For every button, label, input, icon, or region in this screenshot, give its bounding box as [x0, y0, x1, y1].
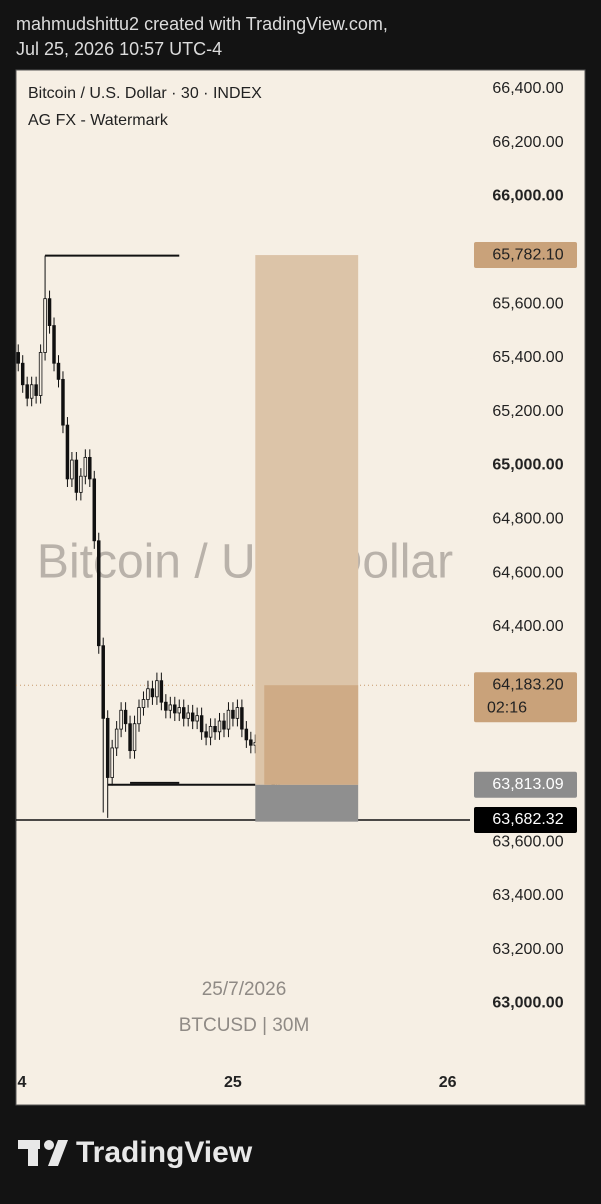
- candle-body: [141, 699, 146, 708]
- candle-body: [213, 726, 217, 733]
- candle-body: [43, 298, 47, 353]
- candle-body: [25, 384, 29, 399]
- candle-body: [105, 717, 110, 778]
- candle-body: [47, 298, 52, 326]
- candle-body: [110, 747, 114, 778]
- x-tick-label: 25: [224, 1074, 242, 1091]
- candle-body: [29, 384, 34, 399]
- brand-logo: [18, 1140, 68, 1166]
- y-tick-label: 63,000.00: [492, 995, 563, 1012]
- y-tick-label: 63,600.00: [492, 833, 563, 850]
- hline-label-box: [474, 806, 577, 833]
- brand-name: TradingView: [76, 1136, 253, 1169]
- candle-body: [70, 459, 74, 480]
- candle-body: [88, 456, 92, 480]
- stop-zone: [255, 784, 359, 822]
- timestamp: Jul 25, 2026 10:57 UTC-4: [16, 39, 222, 59]
- candle-body: [231, 709, 235, 719]
- candle-body: [52, 325, 56, 364]
- open-pnl-zone: [264, 685, 359, 785]
- candle-body: [226, 709, 231, 730]
- candle-body: [217, 720, 222, 733]
- candle-body: [164, 701, 168, 711]
- candle-body: [123, 709, 128, 725]
- candle-body: [83, 456, 88, 477]
- y-tick-label: 64,600.00: [492, 564, 563, 581]
- candle-body: [173, 704, 177, 714]
- candle-body: [16, 352, 20, 364]
- candle-body: [20, 362, 25, 386]
- candle-body: [38, 352, 43, 396]
- candle-body: [132, 723, 137, 752]
- candle-body: [97, 540, 101, 647]
- y-tick-label: 63,400.00: [492, 887, 563, 904]
- candle-body: [249, 739, 253, 746]
- target-label: 65,782.10: [474, 242, 577, 269]
- chart-subtitle: AG FX - Watermark: [28, 112, 169, 129]
- candle-body: [208, 726, 213, 738]
- candle-body: [168, 704, 173, 711]
- target-label-text: 65,782.10: [492, 246, 563, 263]
- candle-body: [34, 384, 38, 396]
- target-label-box: [474, 242, 577, 269]
- candle-body: [137, 707, 141, 725]
- candle-body: [222, 720, 226, 730]
- y-tick-label: 66,400.00: [492, 80, 563, 97]
- candle-body: [235, 707, 240, 719]
- candle-body: [74, 459, 79, 493]
- y-tick-label: 65,400.00: [492, 349, 563, 366]
- y-tick-label: 66,000.00: [492, 188, 563, 205]
- logo-part: [28, 1140, 38, 1166]
- x-tick-label: 4: [18, 1074, 27, 1091]
- candle-body: [177, 707, 182, 714]
- candle-body: [159, 680, 164, 703]
- y-tick-label: 65,600.00: [492, 295, 563, 312]
- candle-body: [190, 712, 195, 722]
- watermark: Bitcoin / U.S. Dollar: [37, 536, 453, 589]
- watermark-date: 25/7/2026: [202, 979, 287, 1000]
- attribution: mahmudshittu2 created with TradingView.c…: [16, 14, 388, 34]
- hline-label-text: 63,682.32: [492, 811, 563, 828]
- y-tick-label: 65,000.00: [492, 457, 563, 474]
- candle-body: [199, 715, 204, 733]
- y-tick-label: 64,400.00: [492, 618, 563, 635]
- entry-label: 63,813.09: [474, 771, 577, 798]
- entry-label-text: 63,813.09: [492, 776, 563, 793]
- chart-title: Bitcoin / U.S. Dollar · 30 · INDEX: [28, 85, 262, 102]
- candle-body: [195, 715, 199, 722]
- x-tick-label: 26: [439, 1074, 457, 1091]
- candle-body: [186, 712, 190, 719]
- candle-body: [119, 709, 123, 730]
- watermark-symbol: BTCUSD | 30M: [179, 1015, 310, 1036]
- candle-body: [155, 680, 159, 698]
- candle-body: [65, 424, 70, 480]
- candle-body: [128, 723, 132, 752]
- price-label: 64,183.20: [474, 672, 577, 723]
- countdown: 02:16: [487, 699, 527, 716]
- price-axis: 66,400.00 66,200.00 66,000.00 65,600.00 65,4…: [470, 80, 577, 1012]
- y-tick-label: 64,800.00: [492, 510, 563, 527]
- candle-body: [61, 378, 65, 426]
- hline-label: 63,682.32: [474, 806, 577, 833]
- candle-body: [101, 645, 105, 719]
- candle-body: [92, 478, 97, 542]
- candle-body: [56, 362, 61, 380]
- candle-body: [150, 688, 155, 698]
- candle-body: [240, 707, 244, 730]
- price-label-box: [474, 672, 577, 723]
- candle-body: [146, 688, 150, 700]
- entry-label-box: [474, 771, 577, 798]
- candle-body: [244, 728, 249, 741]
- logo-part: [44, 1140, 54, 1150]
- y-tick-label: 66,200.00: [492, 134, 563, 151]
- y-tick-label: 63,200.00: [492, 941, 563, 958]
- candle-body: [204, 731, 208, 738]
- candle-body: [114, 728, 119, 749]
- candle-body: [181, 707, 186, 719]
- logo-part: [48, 1140, 68, 1166]
- y-tick-label: 65,200.00: [492, 403, 563, 420]
- candle-body: [79, 475, 83, 493]
- price-label-text: 64,183.20: [492, 676, 563, 693]
